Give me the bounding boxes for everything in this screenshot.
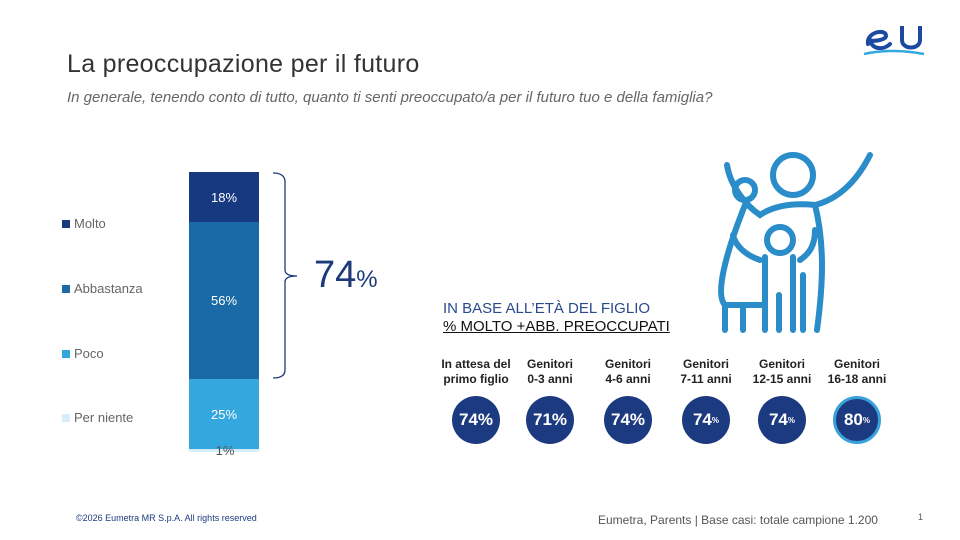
bar-label: 56%: [210, 293, 238, 309]
group-label: Genitori 7-11 anni: [666, 357, 746, 387]
legend-abbastanza: Abbastanza: [62, 281, 143, 296]
group-value: 71%: [532, 410, 568, 429]
breakdown-heading: IN BASE ALL’ETÀ DEL FIGLIO: [443, 300, 651, 317]
group-label: In attesa del primo figlio: [436, 357, 516, 387]
page-title: La preoccupazione per il futuro: [67, 50, 420, 78]
group-value-badge: 74%: [452, 396, 500, 444]
breakdown-subheading: % MOLTO +ABB. PREOCCUPATI: [443, 318, 670, 335]
group-label-line1: Genitori: [604, 357, 651, 371]
group-value-badge: 74%: [604, 396, 652, 444]
page-number: 1: [918, 512, 924, 522]
group-value: 80: [843, 410, 863, 429]
bar-label-per-niente: 1%: [215, 443, 235, 458]
legend-label: Poco: [74, 346, 104, 361]
group-label: Genitori 16-18 anni: [817, 357, 897, 387]
source-note: Eumetra, Parents | Base casi: totale cam…: [598, 513, 878, 527]
legend-swatch: [62, 413, 70, 422]
group-value-badge: 71%: [526, 396, 574, 444]
group-label-line2: 0-3 anni: [527, 372, 573, 386]
group-label-line1: In attesa del: [441, 357, 511, 371]
group-value: 74: [692, 410, 712, 429]
group-label-line1: Genitori: [758, 357, 805, 371]
total-concerned-value: 74%: [314, 254, 378, 297]
legend-swatch: [62, 219, 70, 228]
page-subtitle: In generale, tenendo conto di tutto, qua…: [67, 89, 713, 106]
group-value-badge: 80%: [833, 396, 881, 444]
legend-molto: Molto: [62, 216, 106, 231]
bar-segment-abbastanza: 56%: [189, 222, 259, 380]
group-unit: %: [862, 415, 871, 425]
eumetra-logo: [862, 18, 928, 63]
group-label-line1: Genitori: [526, 357, 573, 371]
group-value: 74: [768, 410, 788, 429]
legend-swatch: [62, 284, 70, 293]
group-label: Genitori 4-6 anni: [588, 357, 668, 387]
group-unit: %: [787, 415, 796, 425]
group-value-badge: 74%: [682, 396, 730, 444]
copyright: ©2026 Eumetra MR S.p.A. All rights reser…: [76, 513, 257, 523]
group-label-line1: Genitori: [833, 357, 880, 371]
family-icon: [718, 152, 873, 333]
legend-per-niente: Per niente: [62, 410, 133, 425]
group-label-line2: primo figlio: [443, 372, 509, 386]
legend-label: Molto: [74, 216, 106, 231]
group-value-badge: 74%: [758, 396, 806, 444]
group-label: Genitori 0-3 anni: [510, 357, 590, 387]
total-number: 74: [314, 254, 357, 296]
group-label-line2: 12-15 anni: [752, 372, 812, 386]
group-label-line1: Genitori: [682, 357, 729, 371]
group-value: 74%: [610, 410, 646, 429]
legend-label: Per niente: [74, 410, 134, 425]
bar-segment-molto: 18%: [189, 172, 259, 223]
group-label: Genitori 12-15 anni: [742, 357, 822, 387]
bar-segment-poco: 25%: [189, 379, 259, 450]
bracket: [272, 172, 298, 379]
legend-poco: Poco: [62, 346, 104, 361]
bar-label: 18%: [210, 189, 238, 205]
group-value: 74%: [458, 410, 494, 429]
group-label-line2: 4-6 anni: [605, 372, 651, 386]
total-unit: %: [356, 266, 378, 293]
group-unit: %: [711, 415, 720, 425]
legend-swatch: [62, 349, 70, 358]
group-label-line2: 7-11 anni: [680, 372, 732, 386]
bar-label: 25%: [210, 406, 238, 422]
legend-label: Abbastanza: [74, 281, 143, 296]
bar-segment-per-niente: [189, 449, 259, 452]
group-label-line2: 16-18 anni: [827, 372, 887, 386]
